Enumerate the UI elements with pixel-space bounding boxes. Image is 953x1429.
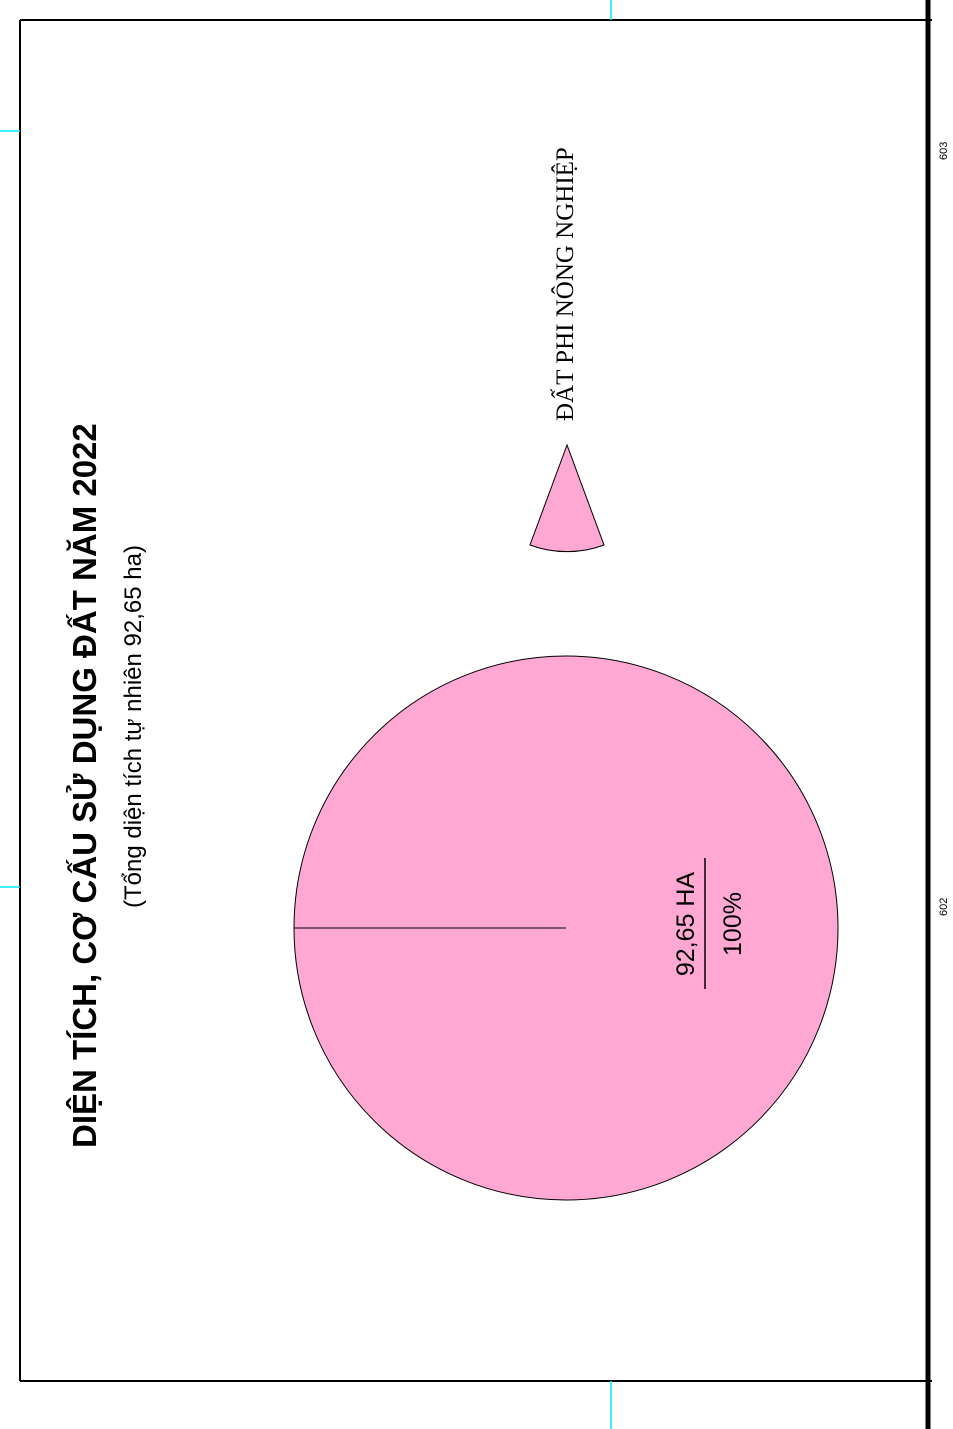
legend-swatch [529, 443, 605, 553]
page-number: 602 [938, 897, 950, 916]
page-border [19, 0, 932, 1429]
page-number: 603 [938, 141, 950, 160]
registration-marks [0, 0, 612, 1429]
slice-percent-label: 100% [719, 892, 747, 956]
chart-subtitle: (Tổng diện tích tự nhiên 92,65 ha) [120, 545, 147, 908]
pie-chart [293, 655, 839, 1201]
chart-title: DIỆN TÍCH, CƠ CẤU SỬ DỤNG ĐẤT NĂM 2022 [66, 423, 103, 1148]
slice-value-label: 92,65 HA [672, 872, 700, 977]
legend-label: ĐẤT PHI NÔNG NGHIỆP [552, 147, 579, 421]
